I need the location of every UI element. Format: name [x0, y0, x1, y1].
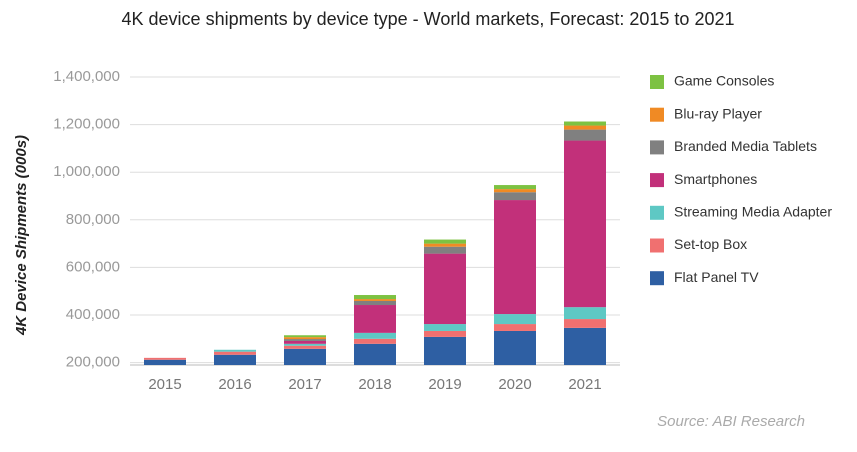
bar-segment — [284, 348, 326, 365]
bar-segment — [284, 345, 326, 349]
bar-segment — [354, 343, 396, 365]
bar-segment — [424, 336, 466, 365]
bar-segment — [494, 330, 536, 365]
legend-label: Smartphones — [674, 171, 757, 187]
bar-segment — [564, 140, 606, 308]
x-tick-label: 2015 — [148, 376, 181, 393]
bar-segment — [564, 121, 606, 126]
legend-label: Game Consoles — [674, 73, 774, 89]
bar-segment — [424, 324, 466, 331]
legend-label: Set-top Box — [674, 236, 747, 252]
bar-segment — [284, 335, 326, 338]
bar-segment — [144, 357, 186, 360]
x-tick-label: 2016 — [218, 376, 251, 393]
bar-segment — [494, 189, 536, 193]
y-tick-label: 600,000 — [66, 258, 120, 275]
y-axis-label: 4K Device Shipments (000s) — [13, 135, 30, 336]
bar-segment — [354, 338, 396, 344]
source: Source: ABI Research — [657, 413, 805, 430]
bar-segment — [494, 185, 536, 190]
bar-segment — [214, 354, 256, 365]
bar-segment — [284, 339, 326, 341]
x-tick-label: 2019 — [428, 376, 461, 393]
bar-segment — [494, 324, 536, 331]
bar-segment — [214, 349, 256, 352]
x-tick-label: 2020 — [498, 376, 531, 393]
bar-segment — [284, 337, 326, 340]
legend-label: Streaming Media Adapter — [674, 204, 832, 220]
bar-segment — [354, 295, 396, 300]
x-tick-label: 2021 — [568, 376, 601, 393]
bar-segment — [424, 253, 466, 325]
bar-segment — [564, 129, 606, 141]
bar-segment — [564, 125, 606, 130]
legend-swatch — [650, 205, 664, 220]
legend-swatch — [650, 140, 664, 155]
legend-swatch — [650, 107, 664, 122]
bar-segment — [564, 319, 606, 328]
y-tick-label: 200,000 — [66, 354, 120, 371]
legend-swatch — [650, 271, 664, 286]
x-tick-label: 2018 — [358, 376, 391, 393]
y-tick-label: 400,000 — [66, 306, 120, 323]
bar-segment — [494, 314, 536, 325]
y-tick-label: 800,000 — [66, 211, 120, 228]
bar-segment — [494, 192, 536, 201]
bar-segment — [354, 300, 396, 306]
bar-segment — [284, 343, 326, 346]
legend-swatch — [650, 173, 664, 188]
bar-segment — [424, 330, 466, 337]
y-tick-label: 1,000,000 — [53, 163, 120, 180]
bar-segment — [564, 327, 606, 365]
bar-segment — [354, 299, 396, 301]
bar-segment — [354, 305, 396, 333]
legend-label: Flat Panel TV — [674, 269, 759, 285]
bar-segment — [144, 359, 186, 365]
x-tick-label: 2017 — [288, 376, 321, 393]
bar-segment — [424, 243, 466, 247]
y-tick-label: 1,200,000 — [53, 116, 120, 133]
legend-swatch — [650, 238, 664, 253]
bar-segment — [354, 332, 396, 339]
bar-segment — [564, 307, 606, 320]
legend-label: Branded Media Tablets — [674, 138, 817, 154]
legend-swatch — [650, 75, 664, 89]
chart-title: 4K device shipments by device type - Wor… — [122, 9, 735, 29]
bar-segment — [284, 340, 326, 344]
bar-segment — [424, 239, 466, 244]
y-tick-label: 1,400,000 — [53, 68, 120, 85]
bar-segment — [424, 246, 466, 254]
legend-label: Blu-ray Player — [674, 105, 762, 121]
bar-segment — [494, 200, 536, 315]
bar-segment — [214, 351, 256, 355]
